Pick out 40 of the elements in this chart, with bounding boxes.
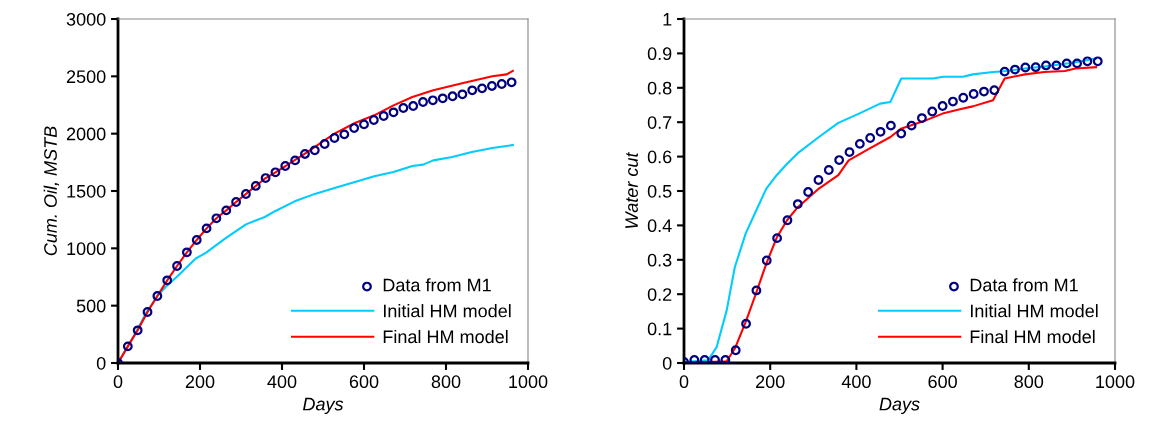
x-tick-label: 400: [841, 375, 871, 389]
legend-label: Initial HM model: [383, 304, 511, 318]
x-tick-label: 800: [1014, 375, 1044, 389]
legend-label: Data from M1: [383, 278, 491, 292]
y-tick-label: 3000: [66, 12, 106, 26]
y-tick-label: 500: [76, 299, 106, 313]
x-axis-title: Days: [879, 397, 920, 415]
y-tick-label: 1: [663, 13, 672, 26]
legend-label: Initial HM model: [970, 304, 1098, 318]
y-tick-label: 0.4: [647, 219, 672, 233]
x-tick-label: 1000: [509, 375, 548, 389]
y-tick-label: 0.8: [647, 81, 672, 95]
legend-label: Final HM model: [383, 329, 508, 344]
y-tick-label: 1500: [67, 184, 106, 198]
y-tick-label: 0.1: [647, 322, 672, 336]
x-tick-label: 600: [928, 375, 957, 389]
x-tick-label: 200: [185, 375, 215, 389]
y-tick-label: 0.3: [647, 253, 672, 267]
y-tick-label: 1000: [67, 242, 106, 256]
y-tick-label: 2000: [66, 127, 106, 141]
legend-label: Data from M1: [970, 278, 1078, 292]
x-tick-label: 600: [349, 375, 379, 389]
legend-label: Final HM model: [970, 329, 1095, 344]
y-tick-label: 0.9: [647, 47, 672, 61]
x-tick-label: 0: [679, 375, 689, 389]
y-tick-label: 0.7: [647, 116, 672, 129]
y-tick-label: 0: [96, 356, 106, 370]
x-tick-label: 1000: [1096, 375, 1135, 389]
y-axis-title: Cum. Oil, MSTB: [43, 126, 60, 256]
y-tick-label: 2500: [66, 70, 106, 84]
y-tick-label: 0.2: [647, 288, 672, 301]
x-tick-label: 800: [431, 375, 461, 389]
y-axis-title: Water cut: [625, 151, 638, 228]
x-tick-label: 200: [756, 375, 785, 389]
x-tick-label: 0: [113, 375, 123, 389]
y-tick-label: 0: [662, 356, 672, 370]
x-axis-title: Days: [302, 397, 344, 415]
y-tick-label: 0.6: [647, 150, 672, 164]
x-tick-label: 400: [267, 375, 297, 389]
y-tick-label: 0.5: [647, 184, 672, 198]
